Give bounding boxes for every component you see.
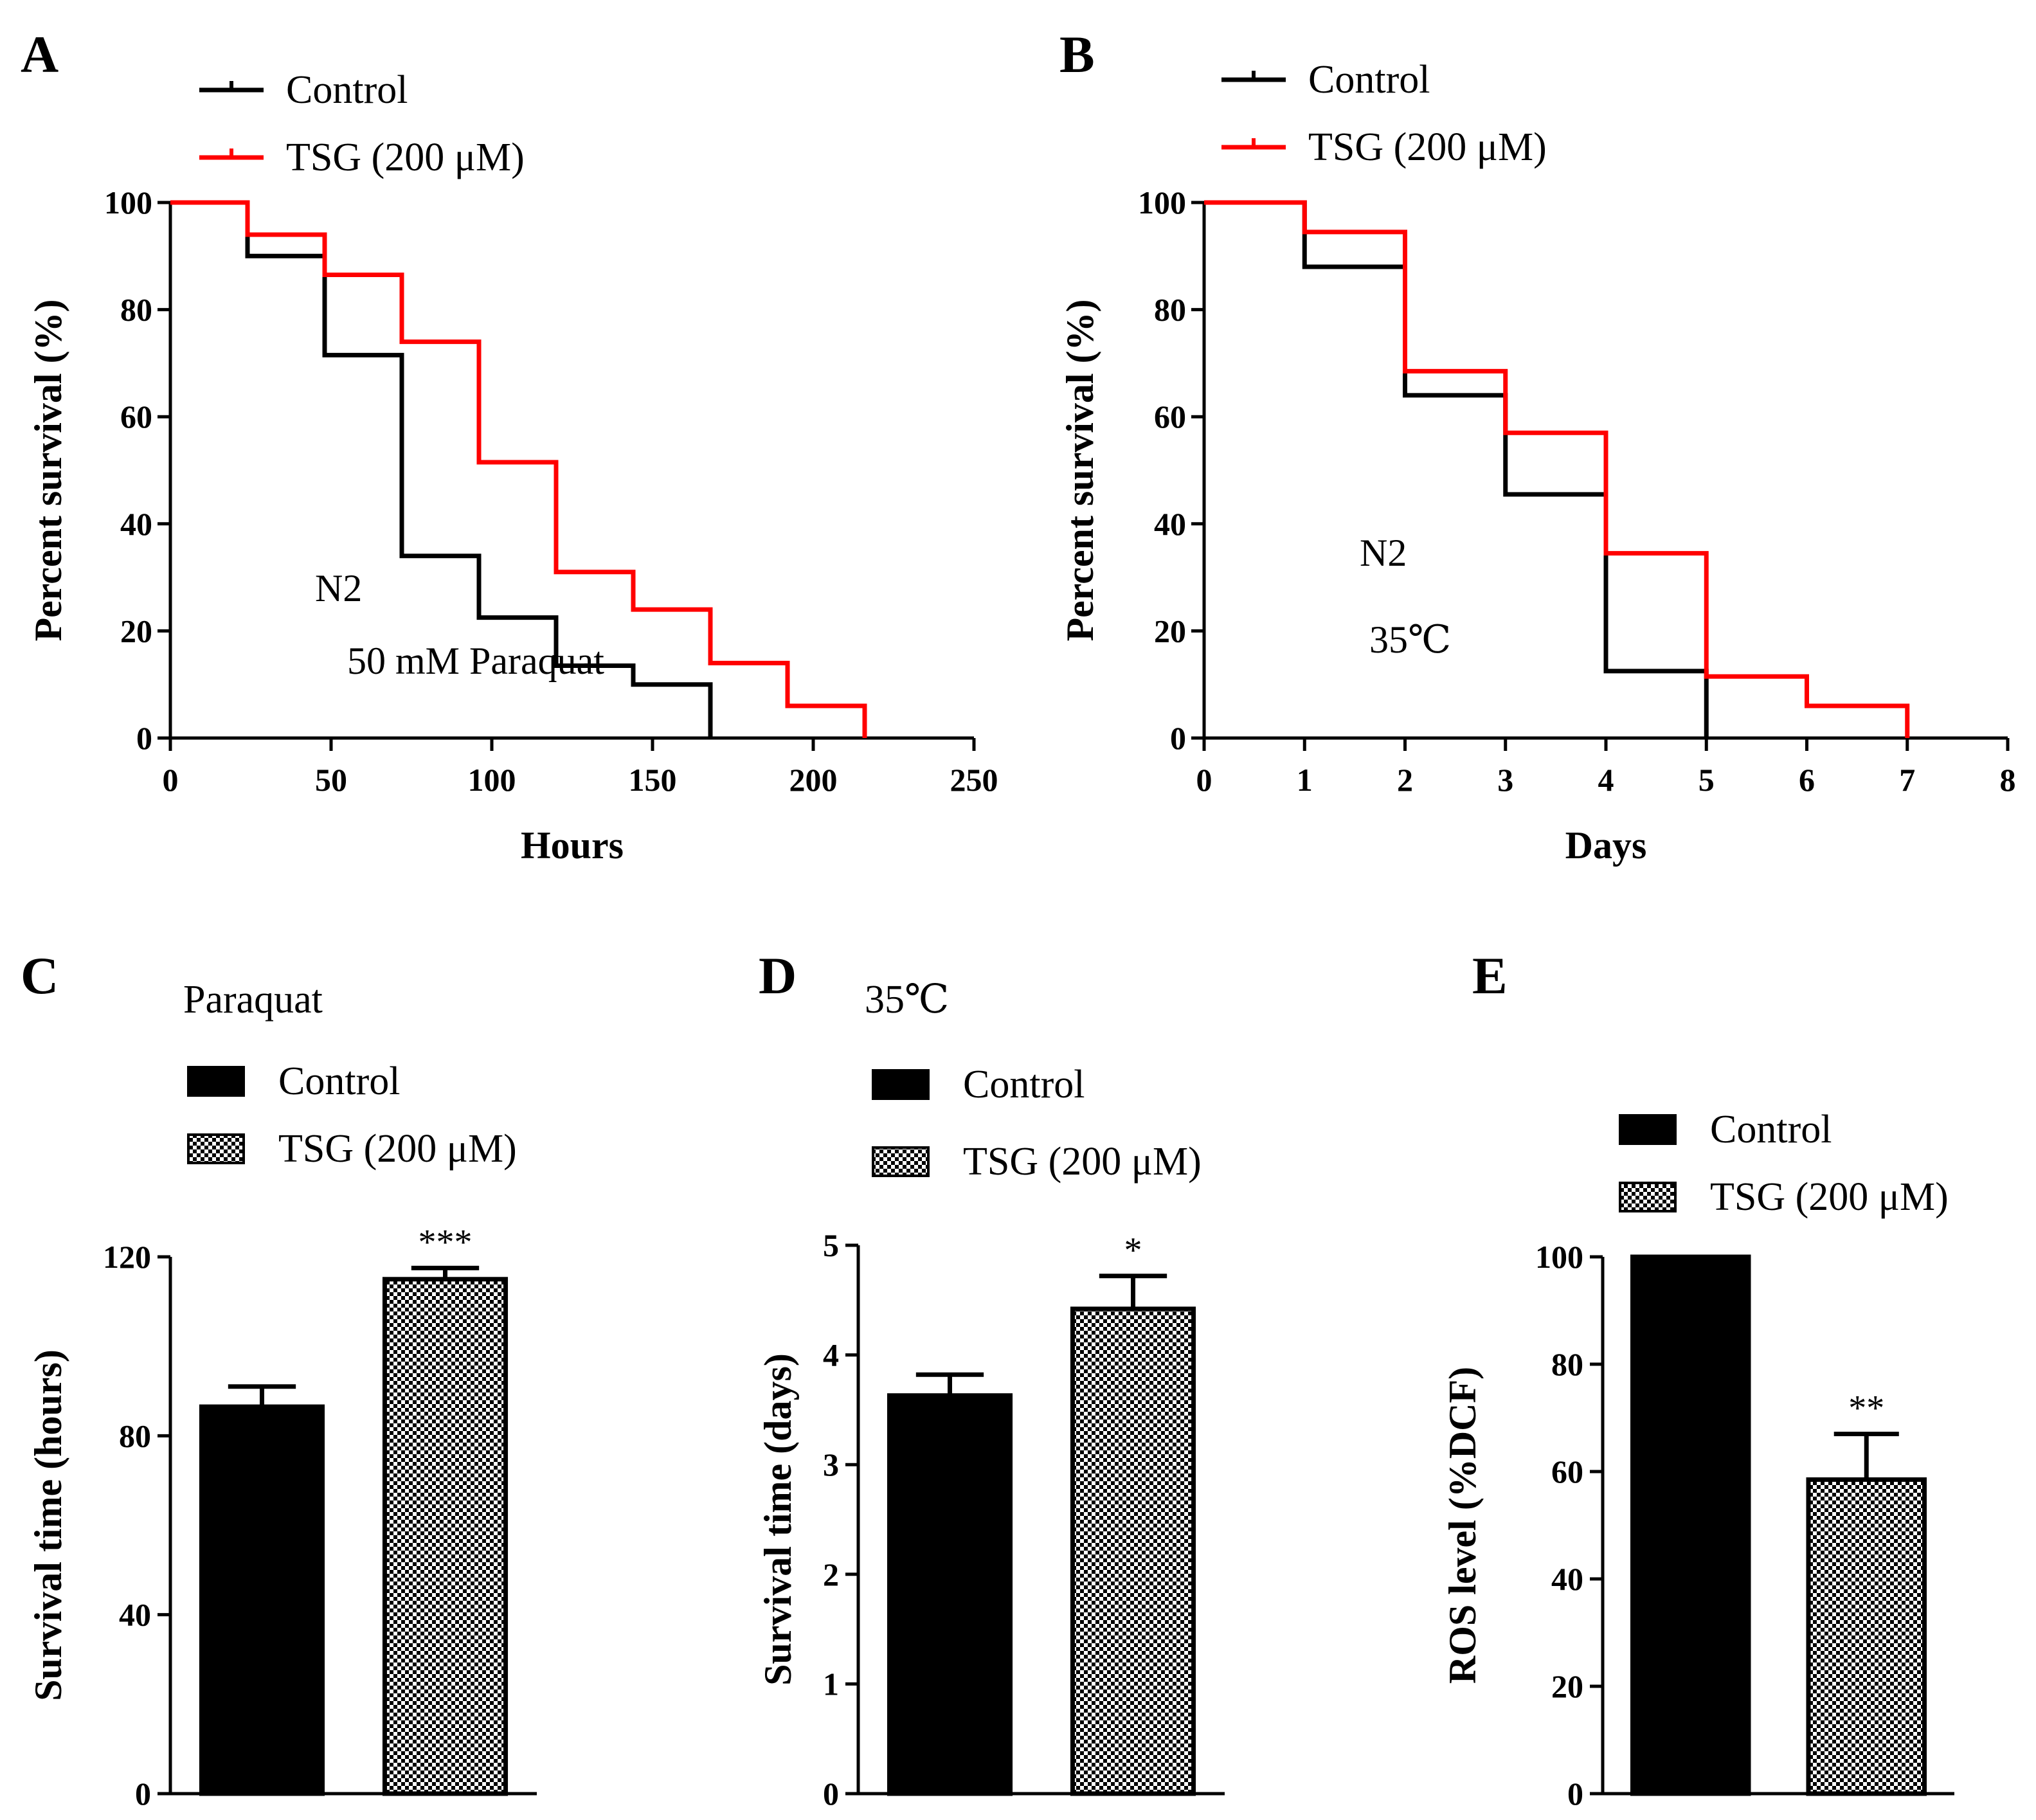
panel-label: E [1472, 946, 1508, 1005]
annotation-text: 35℃ [1369, 618, 1451, 661]
panel-label: C [21, 946, 59, 1005]
y-tick-label: 80 [1551, 1346, 1583, 1382]
panel-label: D [759, 946, 797, 1005]
legend-swatch-tsg [1619, 1182, 1677, 1212]
x-tick-label: 7 [1899, 762, 1915, 798]
bar-tsg [1070, 1306, 1196, 1796]
x-tick-label: 50 [315, 762, 347, 798]
x-tick-label: 5 [1698, 762, 1715, 798]
bar-control [1630, 1254, 1751, 1796]
x-tick-label: 2 [1397, 762, 1413, 798]
y-tick-label: 60 [120, 399, 152, 435]
y-tick-label: 80 [119, 1418, 151, 1454]
chart-title: 35℃ [865, 978, 949, 1022]
x-tick-label: 1 [1297, 762, 1313, 798]
legend-label: Control [286, 68, 408, 112]
y-tick-label: 40 [119, 1597, 151, 1633]
y-tick-label: 60 [1154, 399, 1186, 435]
survival-line-control [170, 200, 713, 738]
chart-title: Paraquat [183, 978, 323, 1022]
x-tick-label: 3 [1497, 762, 1513, 798]
y-tick-label: 40 [1551, 1561, 1583, 1597]
survival-line-control [1204, 200, 1709, 738]
legend-label: TSG (200 μM) [1710, 1175, 1949, 1219]
x-axis-title: Days [1565, 824, 1647, 867]
annotation-text: 50 mM Paraquat [347, 640, 604, 682]
y-tick-label: 20 [1551, 1668, 1583, 1704]
y-tick-label: 40 [1154, 506, 1186, 542]
bar-control [199, 1404, 325, 1796]
y-tick-label: 100 [1138, 185, 1186, 221]
y-tick-label: 5 [823, 1227, 839, 1263]
survival-line-tsg [1204, 200, 1910, 738]
y-tick-label: 80 [120, 292, 152, 328]
annotation-text: N2 [315, 567, 362, 609]
y-tick-label: 1 [823, 1666, 839, 1702]
legend-label: TSG (200 μM) [963, 1140, 1202, 1184]
y-tick-label: 20 [1154, 613, 1186, 649]
x-tick-label: 4 [1598, 762, 1614, 798]
legend-label: TSG (200 μM) [286, 136, 525, 179]
x-tick-label: 0 [163, 762, 179, 798]
x-tick-label: 250 [950, 762, 998, 798]
y-axis-title: Survival time (hours) [27, 1349, 69, 1701]
legend-swatch-control [1619, 1114, 1677, 1145]
legend-label: TSG (200 μM) [278, 1127, 517, 1171]
y-tick-label: 0 [823, 1776, 839, 1812]
legend-label: Control [1710, 1108, 1832, 1151]
y-tick-label: 0 [1170, 720, 1186, 756]
y-tick-label: 0 [1567, 1776, 1583, 1812]
y-tick-label: 4 [823, 1337, 839, 1373]
annotation-text: N2 [1360, 532, 1407, 574]
legend-swatch-control [872, 1069, 930, 1100]
y-tick-label: 0 [136, 720, 152, 756]
significance-marker: *** [419, 1222, 473, 1262]
survival-line-tsg [170, 200, 867, 738]
bar-tsg [1806, 1477, 1927, 1796]
y-tick-label: 3 [823, 1446, 839, 1482]
legend-label: TSG (200 μM) [1308, 125, 1547, 169]
y-axis-title: Survival time (days) [757, 1353, 799, 1686]
panel-d-survival-time-heat: D 35℃ 0 1 2 3 4 5 Survival time (days) * Control TS… [757, 946, 1225, 1812]
legend-swatch-tsg [187, 1133, 245, 1164]
x-tick-label: 200 [789, 762, 838, 798]
x-tick-label: 0 [1196, 762, 1212, 798]
bar-tsg [382, 1277, 509, 1796]
y-tick-label: 80 [1154, 292, 1186, 328]
x-tick-label: 150 [629, 762, 677, 798]
legend-swatch-control [187, 1066, 245, 1097]
y-tick-label: 40 [120, 506, 152, 542]
y-axis-title: Percent survival (%) [1059, 299, 1101, 641]
x-tick-label: 8 [2000, 762, 2016, 798]
legend-swatch-tsg [872, 1146, 930, 1177]
y-tick-label: 100 [1535, 1239, 1583, 1275]
y-tick-label: 2 [823, 1556, 839, 1592]
panel-b-survival-heat: B 0 20 40 60 80 100 0 1 2 3 4 5 6 7 8 Days Percent surviv… [1059, 25, 2016, 867]
y-tick-label: 0 [135, 1776, 151, 1812]
x-tick-label: 100 [468, 762, 516, 798]
significance-marker: ** [1848, 1389, 1884, 1428]
legend-label: Control [1308, 58, 1430, 102]
bar-control [887, 1393, 1013, 1796]
x-tick-label: 6 [1799, 762, 1815, 798]
panel-e-ros-level: E 0 20 40 60 80 100 ROS level (%DCF) ** Control TS… [1441, 946, 1954, 1812]
y-tick-label: 60 [1551, 1454, 1583, 1490]
legend-label: Control [278, 1059, 400, 1103]
panel-label: B [1059, 25, 1095, 84]
panel-label: A [21, 25, 59, 84]
legend-label: Control [963, 1063, 1085, 1106]
y-axis-title: Percent survival (%) [27, 299, 69, 641]
y-axis-title: ROS level (%DCF) [1441, 1367, 1484, 1684]
y-tick-label: 20 [120, 613, 152, 649]
y-tick-label: 100 [104, 185, 152, 221]
panel-a-survival-paraquat: A 0 20 40 60 80 100 0 50 100 150 200 250 Hours Percent… [21, 25, 998, 867]
panel-c-survival-time-paraquat: C Paraquat 0 40 80 120 Survival time (hours) **… [21, 946, 537, 1812]
y-tick-label: 120 [103, 1239, 151, 1275]
significance-marker: * [1124, 1230, 1142, 1270]
x-axis-title: Hours [521, 824, 624, 867]
